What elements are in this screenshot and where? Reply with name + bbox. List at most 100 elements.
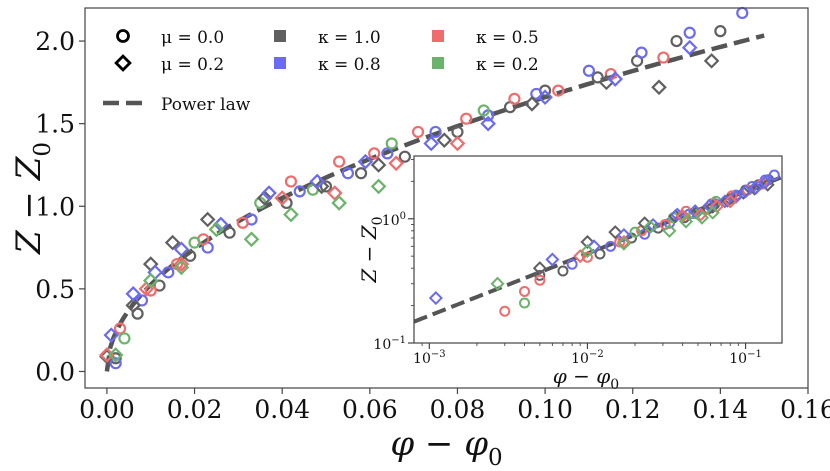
data-point [341,167,355,180]
x-tick-label: 0.10 [517,395,573,424]
data-point [477,104,490,117]
inset-y-tick-label: 10−1 [373,335,406,353]
data-point [113,322,127,335]
data-point [109,357,122,370]
inset-y-tick-label-exponent: −1 [391,335,406,346]
data-point [274,190,290,206]
inset-y-tick-label: 100 [382,211,406,229]
y-tick-label: 0.0 [35,357,75,386]
inset-data-point [629,226,641,238]
data-point [284,175,298,188]
data-point [118,332,131,345]
inset-data-point [768,169,780,181]
data-point [188,236,201,249]
data-point [480,115,496,132]
data-point [293,185,306,198]
series-4 [99,53,720,365]
data-point [524,96,540,112]
data-point [164,234,181,251]
y-axis-label: Z − Z0 [9,142,56,255]
legend-label: μ = 0.2 [161,55,224,75]
inset-y-tick-label-exponent: 0 [400,211,406,222]
inset-data-point [717,194,732,209]
data-point [173,241,190,258]
y-tick-label: 2.0 [35,27,75,56]
data-point [283,206,299,223]
data-point [607,71,624,87]
y-axis-label-group: Z − Z0 [9,142,56,255]
data-point [411,125,425,139]
y-tick-label: 0.5 [35,275,75,304]
inset-data-point [519,297,531,309]
data-point [331,195,347,211]
inset-data-point [705,205,720,220]
power-law-line [104,33,765,372]
inset-data-point [566,258,578,270]
inset-y-tick-label-base: 10 [382,213,400,229]
inset-x-tick-label: 10−1 [729,349,762,367]
inset-data-point [705,199,720,214]
inset-data-point [490,276,505,291]
data-point [508,92,521,105]
inset-data-point [428,291,443,306]
data-point [319,180,333,193]
x-tick-label: 0.16 [780,395,830,424]
inset-data-point [616,236,631,251]
data-point [236,216,249,229]
diamond-legend-marker [114,54,132,72]
x-axis-label: φ − φ0 [390,424,502,471]
data-point [326,185,343,201]
data-point [436,132,453,148]
inset-data-point [758,175,773,190]
inset-data-point [534,274,546,286]
data-point [184,249,197,262]
inset-data-point [594,248,606,260]
data-point [703,53,720,69]
inset-series-6 [573,194,738,264]
data-point [125,286,142,302]
data-point [368,147,381,160]
main-plot: 0.00 0.02 0.04 0.06 0.08 0.10 0.12 0.14 0.160.00… [9,6,830,471]
inset-data-point [532,261,547,276]
x-tick-label: 0.14 [693,395,749,424]
inset-data-point [662,223,677,238]
inset-data-point [605,240,617,252]
inset-data-point [643,219,658,234]
data-point [309,173,326,190]
inset-data-area [414,169,782,324]
data-point [162,266,175,279]
data-point [135,294,149,307]
inset-data-point [519,285,531,297]
data-point [223,226,236,239]
data-point [142,272,159,289]
inset-data-point [675,209,690,224]
inset-data-point [581,251,593,263]
inset-y-tick-label-base: 10 [373,337,391,353]
inset-series-7 [490,205,720,291]
data-point [423,135,439,152]
data-point [681,39,698,56]
data-point [354,167,368,180]
inset-data-point [545,252,560,267]
legend-swatch [274,57,286,69]
inset-data-point [693,207,708,222]
data-point [370,157,387,173]
inset-data-point [637,216,652,231]
data-point [313,178,330,195]
data-point [385,137,398,150]
inset-data-point [580,234,595,250]
data-point [125,297,142,314]
data-point [552,84,565,97]
circle-legend-marker [116,29,130,43]
data-point [199,211,216,228]
inset-frame [413,155,783,344]
data-point [460,112,473,125]
inset-data-point [586,239,602,254]
inset-x-tick-label-exponent: −1 [747,349,762,360]
inset-x-tick-label: 10−3 [413,349,446,367]
legend-label: κ = 0.8 [318,55,381,75]
data-point [107,347,124,363]
x-tick-label: 0.06 [342,395,398,424]
